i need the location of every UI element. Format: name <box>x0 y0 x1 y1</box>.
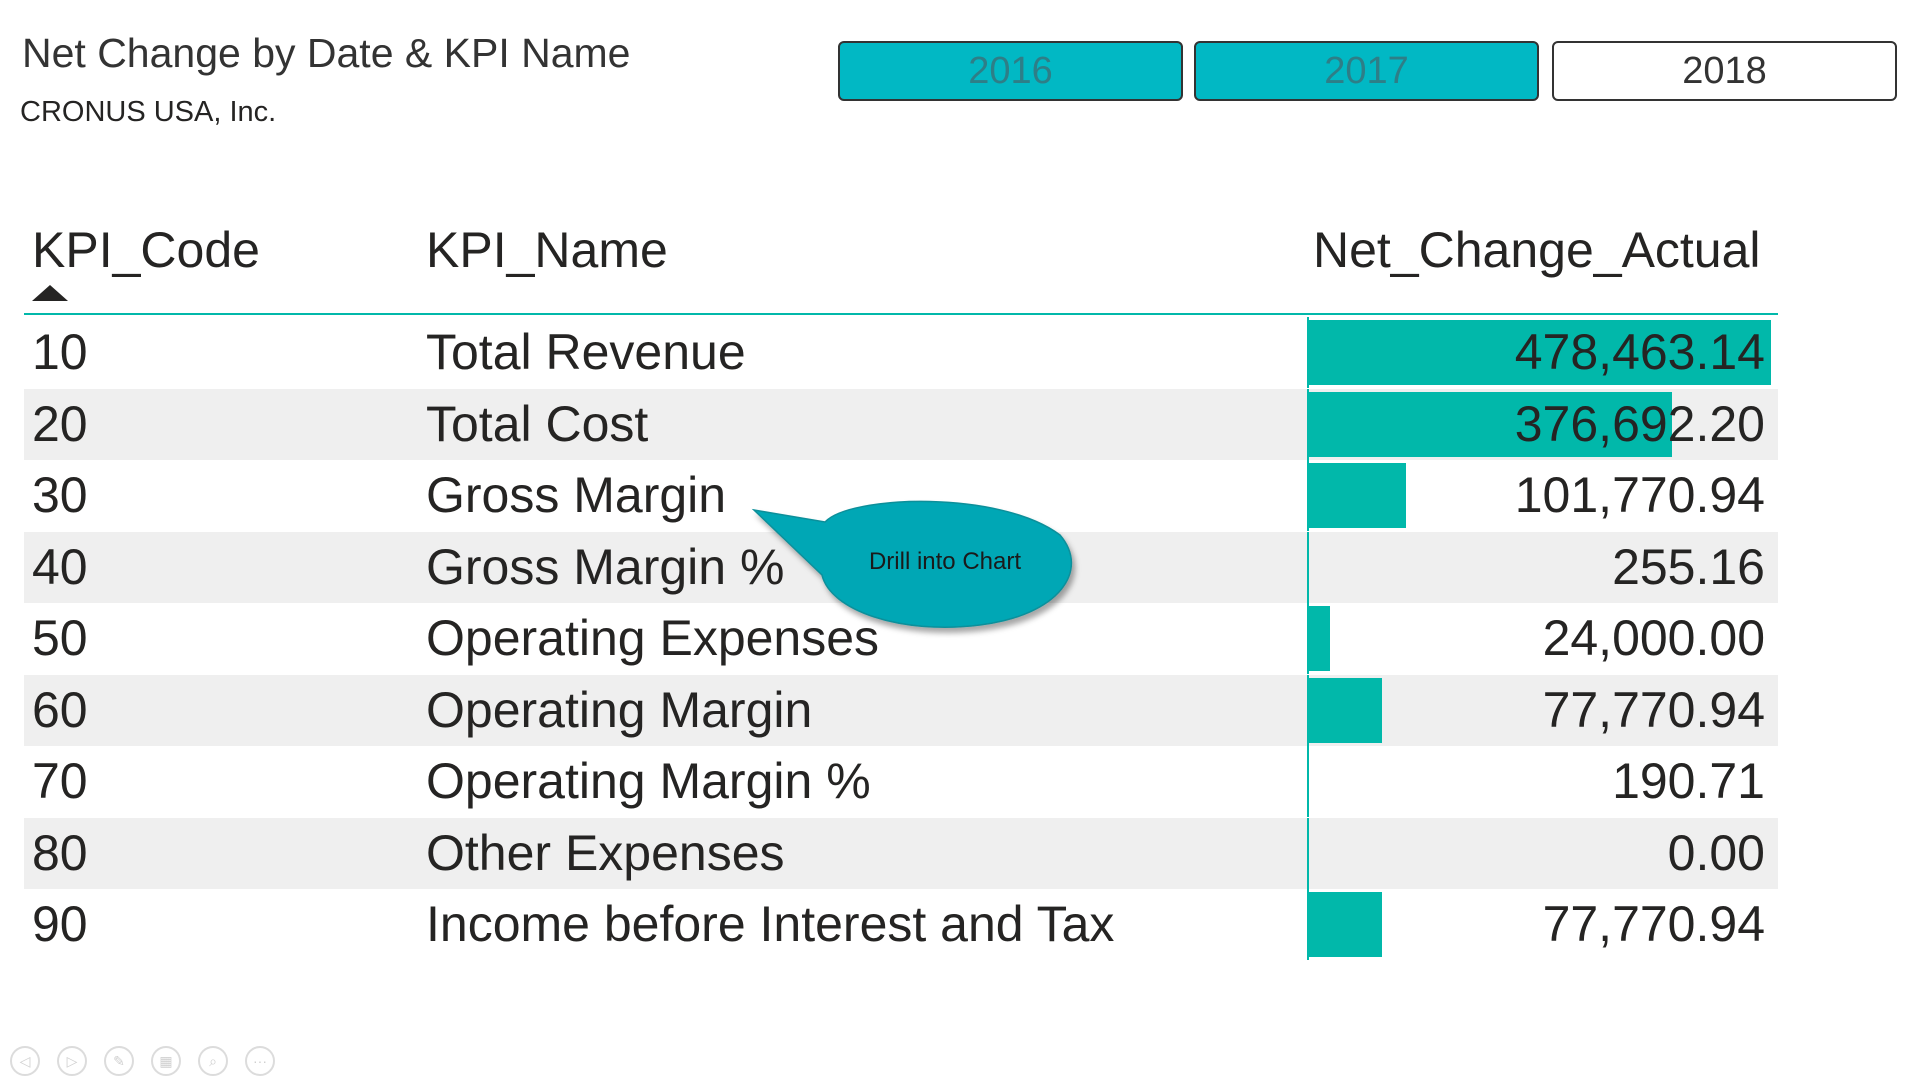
net-change-value-cell: 478,463.14 <box>1514 324 1765 380</box>
net-change-value-cell: 24,000.00 <box>1542 610 1765 666</box>
column-header-net-change-actual[interactable]: Net_Change_Actual <box>1313 222 1761 278</box>
net-change-value-cell: 376,692.20 <box>1514 395 1765 452</box>
column-header-kpi-name[interactable]: KPI_Name <box>426 222 668 278</box>
table-row[interactable]: 20 Total Cost 376,692.20 <box>24 388 1778 460</box>
table-row[interactable]: 30 Gross Margin 101,770.94 <box>24 460 1778 531</box>
kpi-code-cell: 80 <box>32 824 88 881</box>
kpi-name-cell: Total Revenue <box>426 324 746 380</box>
data-bar <box>1307 391 1672 457</box>
net-change-value-cell: 0.00 <box>1667 824 1765 881</box>
data-bar-axis <box>1307 817 1309 889</box>
data-bar <box>1307 320 1771 385</box>
kpi-code-cell: 60 <box>32 681 88 738</box>
drill-callout-shape[interactable] <box>740 495 1080 635</box>
pen-icon[interactable]: ✎ <box>104 1046 134 1076</box>
kpi-code-cell: 40 <box>32 538 88 595</box>
kpi-name-cell: Operating Margin % <box>426 753 871 809</box>
next-icon[interactable]: ▷ <box>57 1046 87 1076</box>
table-row[interactable]: 80 Other Expenses 0.00 <box>24 817 1778 889</box>
table-row[interactable]: 10 Total Revenue 478,463.14 <box>24 317 1778 388</box>
table-row[interactable]: 70 Operating Margin % 190.71 <box>24 746 1778 817</box>
net-change-value-cell: 77,770.94 <box>1542 896 1765 952</box>
table-row[interactable]: 60 Operating Margin 77,770.94 <box>24 674 1778 746</box>
kpi-name-cell: Income before Interest and Tax <box>426 896 1115 952</box>
drill-callout-label: Drill into Chart <box>868 548 1022 575</box>
kpi-name-cell: Operating Margin <box>426 681 813 738</box>
previous-icon[interactable]: ◁ <box>10 1046 40 1076</box>
data-bar <box>1307 892 1382 957</box>
kpi-name-cell: Total Cost <box>426 395 649 452</box>
report-subtitle: CRONUS USA, Inc. <box>20 96 277 128</box>
slicer-item-2016[interactable]: 2016 <box>838 41 1183 101</box>
net-change-value-cell: 101,770.94 <box>1514 467 1765 523</box>
slicer-item-2018[interactable]: 2018 <box>1552 41 1897 101</box>
net-change-value-cell: 255.16 <box>1612 538 1765 595</box>
kpi-name-cell: Operating Expenses <box>426 610 880 666</box>
header-divider <box>24 313 1778 315</box>
data-bar <box>1307 606 1330 671</box>
slicer-item-2017[interactable]: 2017 <box>1194 41 1539 101</box>
kpi-name-cell: Gross Margin % <box>426 538 785 595</box>
data-bar-axis <box>1307 531 1309 603</box>
column-header-kpi-code[interactable]: KPI_Code <box>32 222 260 278</box>
net-change-value-cell: 77,770.94 <box>1542 681 1765 738</box>
table-row[interactable]: 50 Operating Expenses 24,000.00 <box>24 603 1778 674</box>
data-bar <box>1307 463 1406 528</box>
kpi-code-cell: 10 <box>32 324 88 380</box>
kpi-code-cell: 90 <box>32 896 88 952</box>
kpi-code-cell: 30 <box>32 467 88 523</box>
kpi-name-cell: Other Expenses <box>426 824 785 881</box>
kpi-code-cell: 70 <box>32 753 88 809</box>
slides-icon[interactable]: ▦ <box>151 1046 181 1076</box>
zoom-icon[interactable]: ⌕ <box>198 1046 228 1076</box>
sort-ascending-icon[interactable] <box>32 285 68 301</box>
more-icon[interactable]: ··· <box>245 1046 275 1076</box>
table-row[interactable]: 90 Income before Interest and Tax 77,770.9… <box>24 889 1778 960</box>
report-title: Net Change by Date & KPI Name <box>22 30 631 76</box>
kpi-code-cell: 20 <box>32 395 88 452</box>
data-bar-axis <box>1307 746 1309 817</box>
net-change-value-cell: 190.71 <box>1612 753 1765 809</box>
data-bar <box>1307 677 1382 743</box>
kpi-code-cell: 50 <box>32 610 88 666</box>
kpi-name-cell: Gross Margin <box>426 467 727 523</box>
